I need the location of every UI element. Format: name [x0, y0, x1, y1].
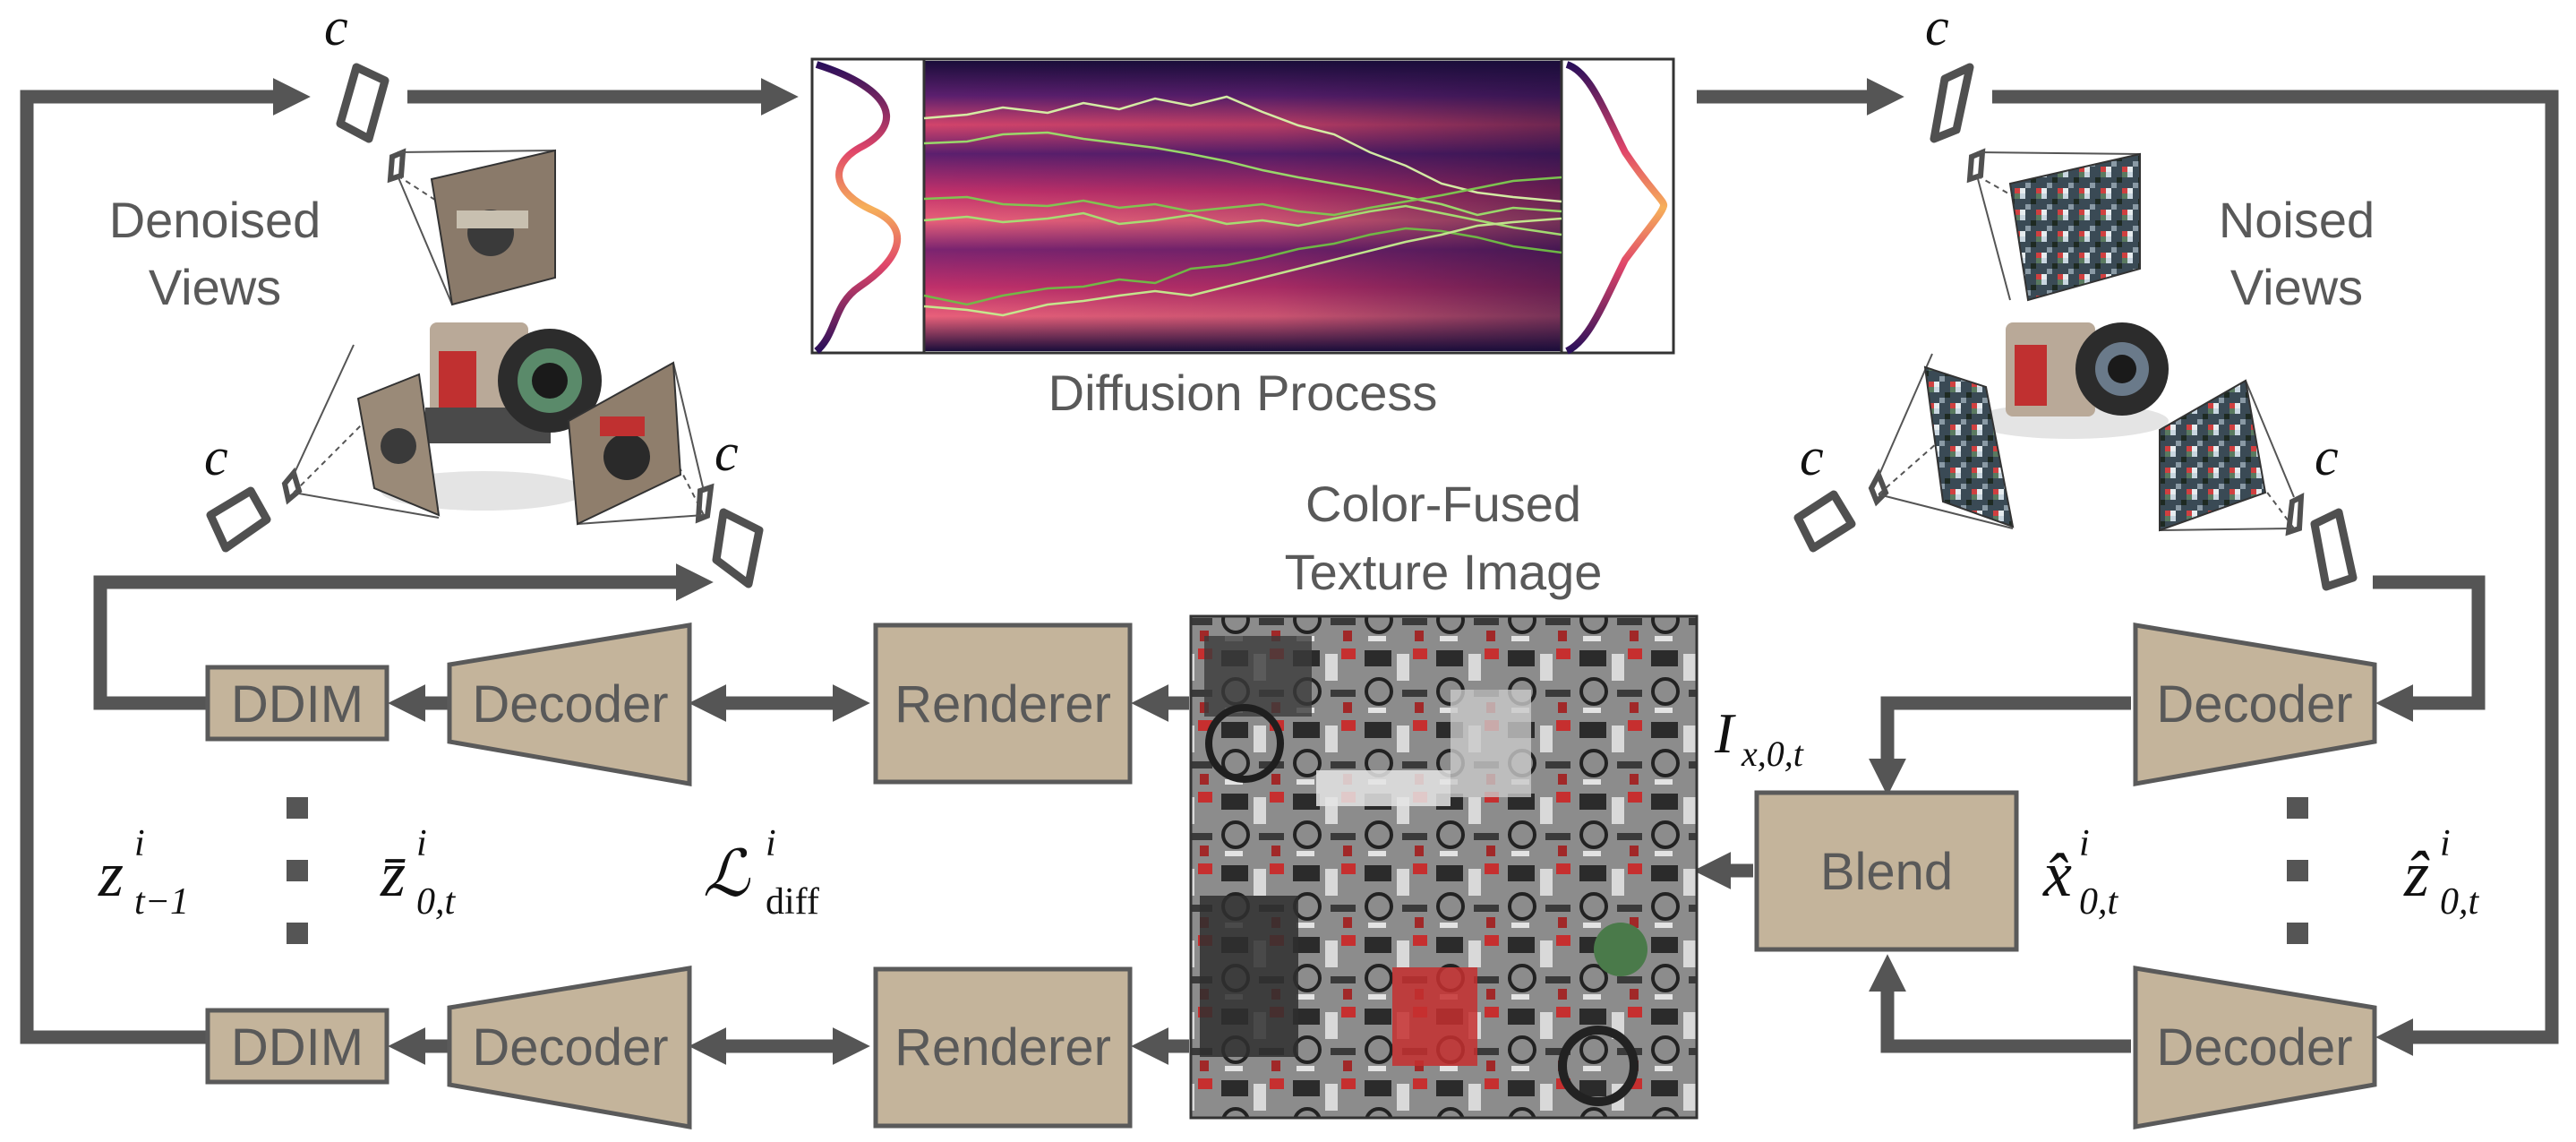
renderer-top: Renderer — [873, 623, 1133, 785]
camera-frustum-left-left — [206, 344, 441, 553]
camera-symbol: c — [1925, 0, 1949, 56]
camera-symbol: c — [204, 427, 228, 486]
camera-icon — [1930, 63, 1974, 143]
svg-text:I: I — [1714, 701, 1736, 765]
camera-icon — [712, 508, 764, 588]
decoder-left-bottom: Decoder — [447, 966, 692, 1129]
camera-icon — [206, 486, 271, 553]
ddim-label: DDIM — [231, 1018, 364, 1077]
decoder-top-to-blend-line — [1869, 696, 2131, 796]
noised-view-image — [1923, 365, 2015, 528]
renderer-bottom: Renderer — [873, 966, 1133, 1129]
noised-view-image — [2159, 379, 2267, 532]
svg-text:z̄: z̄ — [380, 838, 406, 910]
blend-box: Blend — [1754, 790, 2019, 952]
denoised-views-label-line1: Denoised — [109, 192, 321, 248]
noised-views-label-line1: Noised — [2219, 192, 2375, 248]
camera-symbol: c — [715, 423, 739, 482]
z-hat-symbol: ẑ i 0,t — [2403, 823, 2480, 923]
svg-text:i: i — [2440, 823, 2451, 864]
decoder-label: Decoder — [2156, 675, 2352, 734]
svg-text:t−1: t−1 — [134, 881, 189, 923]
sample-paths — [923, 95, 1562, 317]
camera-frustum-right-top — [1930, 63, 2141, 302]
camera-frustum-left-right — [567, 361, 764, 588]
svg-text:i: i — [2079, 823, 2090, 864]
ddim-label: DDIM — [231, 675, 364, 734]
decoder-right-bottom: Decoder — [2133, 966, 2377, 1129]
ellipsis-left — [287, 797, 308, 944]
image-symbol: I x,0,t — [1714, 701, 1804, 774]
noise-distribution-curve — [1565, 61, 1668, 355]
outer-left-loop-line — [20, 78, 311, 1044]
svg-text:ℒ: ℒ — [703, 838, 751, 910]
svg-text:diff: diff — [766, 881, 819, 923]
camera-icon — [1793, 490, 1856, 553]
svg-text:x̂: x̂ — [2042, 838, 2072, 910]
camera-frustum-right-right — [2159, 379, 2358, 591]
renderer-label: Renderer — [894, 675, 1111, 734]
renderer-label: Renderer — [894, 1018, 1111, 1077]
initial-distribution-curve — [814, 61, 902, 355]
z-bar-symbol: z̄ i 0,t — [380, 823, 457, 923]
camera-object-left — [381, 322, 602, 511]
svg-text:0,t: 0,t — [416, 881, 457, 923]
decoder-label: Decoder — [2156, 1018, 2352, 1077]
svg-text:i: i — [766, 823, 776, 864]
decoder-left-top: Decoder — [447, 623, 692, 786]
texture-label-line2: Texture Image — [1285, 544, 1603, 600]
camera-icon — [336, 63, 389, 143]
svg-text:x,0,t: x,0,t — [1741, 734, 1804, 774]
ellipsis-right — [2287, 797, 2308, 944]
diffusion-process-image — [810, 57, 1675, 355]
svg-text:i: i — [134, 823, 145, 864]
svg-text:ẑ: ẑ — [2403, 838, 2430, 910]
decoder-bottom-to-blend-line — [1869, 954, 2131, 1053]
camera-icon — [2310, 508, 2358, 591]
svg-text:i: i — [416, 823, 427, 864]
camera-symbol: c — [1800, 427, 1824, 486]
blend-label: Blend — [1820, 843, 1953, 901]
noised-view-to-decoder-line — [2373, 575, 2486, 722]
denoised-views-label-line2: Views — [149, 259, 281, 315]
decoder-label: Decoder — [472, 675, 668, 734]
svg-text:0,t: 0,t — [2079, 881, 2119, 923]
noised-views-label-line2: Views — [2230, 259, 2363, 315]
x-hat-symbol: x̂ i 0,t — [2042, 823, 2119, 923]
loss-diff-symbol: ℒ i diff — [703, 823, 819, 923]
diffusion-process-label: Diffusion Process — [1048, 365, 1438, 421]
decoder-label: Decoder — [472, 1018, 668, 1077]
camera-symbol: c — [2315, 427, 2339, 486]
camera-frustum-right-left — [1793, 353, 2015, 553]
ddim-box-bottom: DDIM — [205, 1008, 389, 1085]
svg-text:0,t: 0,t — [2440, 881, 2480, 923]
outer-right-loop-line — [1992, 90, 2559, 1056]
svg-text:z: z — [98, 838, 124, 910]
decoder-right-top: Decoder — [2133, 623, 2377, 786]
ddim-return-loop-line — [93, 563, 714, 710]
camera-frustum-left-top — [336, 63, 556, 306]
camera-object-right — [1972, 322, 2169, 439]
z-prev-symbol: z i t−1 — [98, 823, 189, 923]
noised-view-image — [2008, 152, 2141, 302]
texture-image — [1189, 614, 1699, 1120]
ddim-box-top: DDIM — [205, 665, 389, 742]
camera-symbol: c — [324, 0, 348, 56]
texture-label-line1: Color-Fused — [1305, 476, 1581, 532]
